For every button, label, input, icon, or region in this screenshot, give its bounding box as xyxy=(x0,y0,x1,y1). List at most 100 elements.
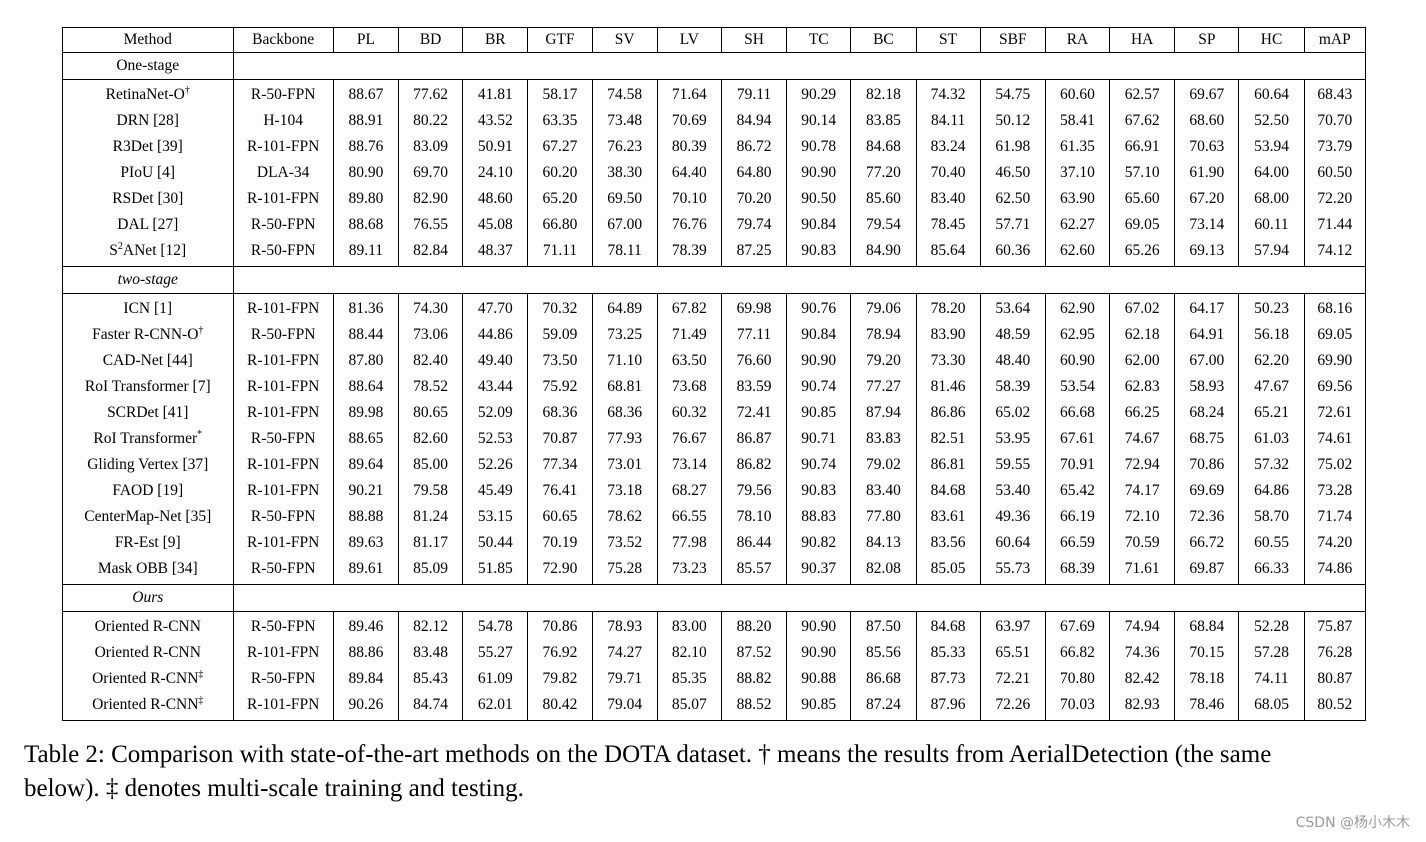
method-mark: † xyxy=(184,84,190,96)
score-cell: 44.86 xyxy=(462,322,529,348)
score-cell: 84.13 xyxy=(850,530,917,556)
score-cell: 73.48 xyxy=(591,108,658,134)
column-header: ST xyxy=(915,27,981,53)
score-cell: 52.26 xyxy=(462,452,529,478)
backbone-cell: R-101-FPN xyxy=(232,374,334,400)
score-cell: 85.09 xyxy=(397,556,464,585)
score-cell: 82.84 xyxy=(397,238,464,267)
score-cell: 60.90 xyxy=(1044,348,1111,374)
score-cell: 88.65 xyxy=(332,426,400,452)
method-cell: FR-Est [9] xyxy=(62,530,234,556)
score-cell: 70.59 xyxy=(1109,530,1176,556)
score-cell: 87.50 xyxy=(850,611,917,640)
map-cell: 68.43 xyxy=(1303,79,1367,108)
method-name: CenterMap-Net [35] xyxy=(84,508,212,525)
score-cell: 55.73 xyxy=(979,556,1046,585)
score-cell: 64.89 xyxy=(591,293,658,322)
score-cell: 74.11 xyxy=(1238,666,1305,692)
score-cell: 84.11 xyxy=(915,108,981,134)
table-row: FR-Est [9] R-101-FPN 89.63 81.17 50.44 70.19 7… xyxy=(62,530,1367,556)
backbone-cell: R-101-FPN xyxy=(232,186,334,212)
score-cell: 90.74 xyxy=(786,452,852,478)
score-cell: 61.09 xyxy=(462,666,529,692)
score-cell: 62.90 xyxy=(1044,293,1111,322)
table-row: FAOD [19] R-101-FPN 90.21 79.58 45.49 76.41 73… xyxy=(62,478,1367,504)
section-spacer xyxy=(232,584,1367,612)
score-cell: 52.28 xyxy=(1238,611,1305,640)
score-cell: 89.63 xyxy=(332,530,400,556)
table-row: R3Det [39] R-101-FPN 88.76 83.09 50.91 67.27 7… xyxy=(62,134,1367,160)
score-cell: 70.63 xyxy=(1174,134,1240,160)
score-cell: 74.32 xyxy=(915,79,981,108)
score-cell: 86.44 xyxy=(720,530,788,556)
score-cell: 90.26 xyxy=(332,692,400,721)
score-cell: 90.83 xyxy=(786,478,852,504)
score-cell: 85.07 xyxy=(656,692,722,721)
column-header: LV xyxy=(656,27,722,53)
backbone-cell: R-101-FPN xyxy=(232,293,334,322)
score-cell: 79.11 xyxy=(720,79,788,108)
score-cell: 66.25 xyxy=(1109,400,1176,426)
score-cell: 70.10 xyxy=(656,186,722,212)
score-cell: 70.20 xyxy=(720,186,788,212)
method-cell: FAOD [19] xyxy=(62,478,234,504)
method-name: Oriented R-CNN xyxy=(92,696,199,713)
score-cell: 43.52 xyxy=(462,108,529,134)
score-cell: 78.45 xyxy=(915,212,981,238)
score-cell: 84.94 xyxy=(720,108,788,134)
score-cell: 80.42 xyxy=(527,692,593,721)
score-cell: 67.00 xyxy=(591,212,658,238)
score-cell: 65.20 xyxy=(527,186,593,212)
score-cell: 85.00 xyxy=(397,452,464,478)
score-cell: 66.80 xyxy=(527,212,593,238)
method-cell: R3Det [39] xyxy=(62,134,234,160)
score-cell: 73.01 xyxy=(591,452,658,478)
method-cell: CenterMap-Net [35] xyxy=(62,504,234,530)
table-row: RoI Transformer* R-50-FPN 88.65 82.60 52.53 7… xyxy=(62,426,1367,452)
score-cell: 66.33 xyxy=(1238,556,1305,585)
score-cell: 73.50 xyxy=(527,348,593,374)
score-cell: 90.76 xyxy=(786,293,852,322)
score-cell: 61.35 xyxy=(1044,134,1111,160)
score-cell: 75.92 xyxy=(527,374,593,400)
score-cell: 88.52 xyxy=(720,692,788,721)
score-cell: 62.01 xyxy=(462,692,529,721)
score-cell: 79.74 xyxy=(720,212,788,238)
score-cell: 70.69 xyxy=(656,108,722,134)
score-cell: 81.17 xyxy=(397,530,464,556)
column-header: mAP xyxy=(1303,27,1367,53)
score-cell: 62.27 xyxy=(1044,212,1111,238)
score-cell: 83.59 xyxy=(720,374,788,400)
method-name: Oriented R-CNN xyxy=(94,644,201,661)
score-cell: 67.61 xyxy=(1044,426,1111,452)
method-name: FR-Est [9] xyxy=(114,534,181,551)
score-cell: 88.68 xyxy=(332,212,400,238)
score-cell: 70.15 xyxy=(1174,640,1240,666)
method-name: RoI Transformer [7] xyxy=(84,378,211,395)
score-cell: 88.44 xyxy=(332,322,400,348)
score-cell: 57.71 xyxy=(979,212,1046,238)
map-cell: 72.61 xyxy=(1303,400,1367,426)
table-row: S2ANet [12] R-50-FPN 89.11 82.84 48.37 71.11 7… xyxy=(62,238,1367,267)
column-header: SH xyxy=(720,27,788,53)
score-cell: 67.69 xyxy=(1044,611,1111,640)
method-name: RetinaNet-O xyxy=(105,86,185,103)
score-cell: 87.25 xyxy=(720,238,788,267)
score-cell: 70.40 xyxy=(915,160,981,186)
score-cell: 90.50 xyxy=(786,186,852,212)
score-cell: 76.41 xyxy=(527,478,593,504)
score-cell: 85.33 xyxy=(915,640,981,666)
score-cell: 68.05 xyxy=(1238,692,1305,721)
score-cell: 37.10 xyxy=(1044,160,1111,186)
column-header: BD xyxy=(397,27,464,53)
score-cell: 62.83 xyxy=(1109,374,1176,400)
method-mark: * xyxy=(197,428,203,440)
method-cell: SCRDet [41] xyxy=(62,400,234,426)
score-cell: 78.11 xyxy=(591,238,658,267)
score-cell: 55.27 xyxy=(462,640,529,666)
method-name: Oriented R-CNN xyxy=(92,670,199,687)
score-cell: 67.27 xyxy=(527,134,593,160)
score-cell: 82.90 xyxy=(397,186,464,212)
score-cell: 86.81 xyxy=(915,452,981,478)
score-cell: 52.50 xyxy=(1238,108,1305,134)
